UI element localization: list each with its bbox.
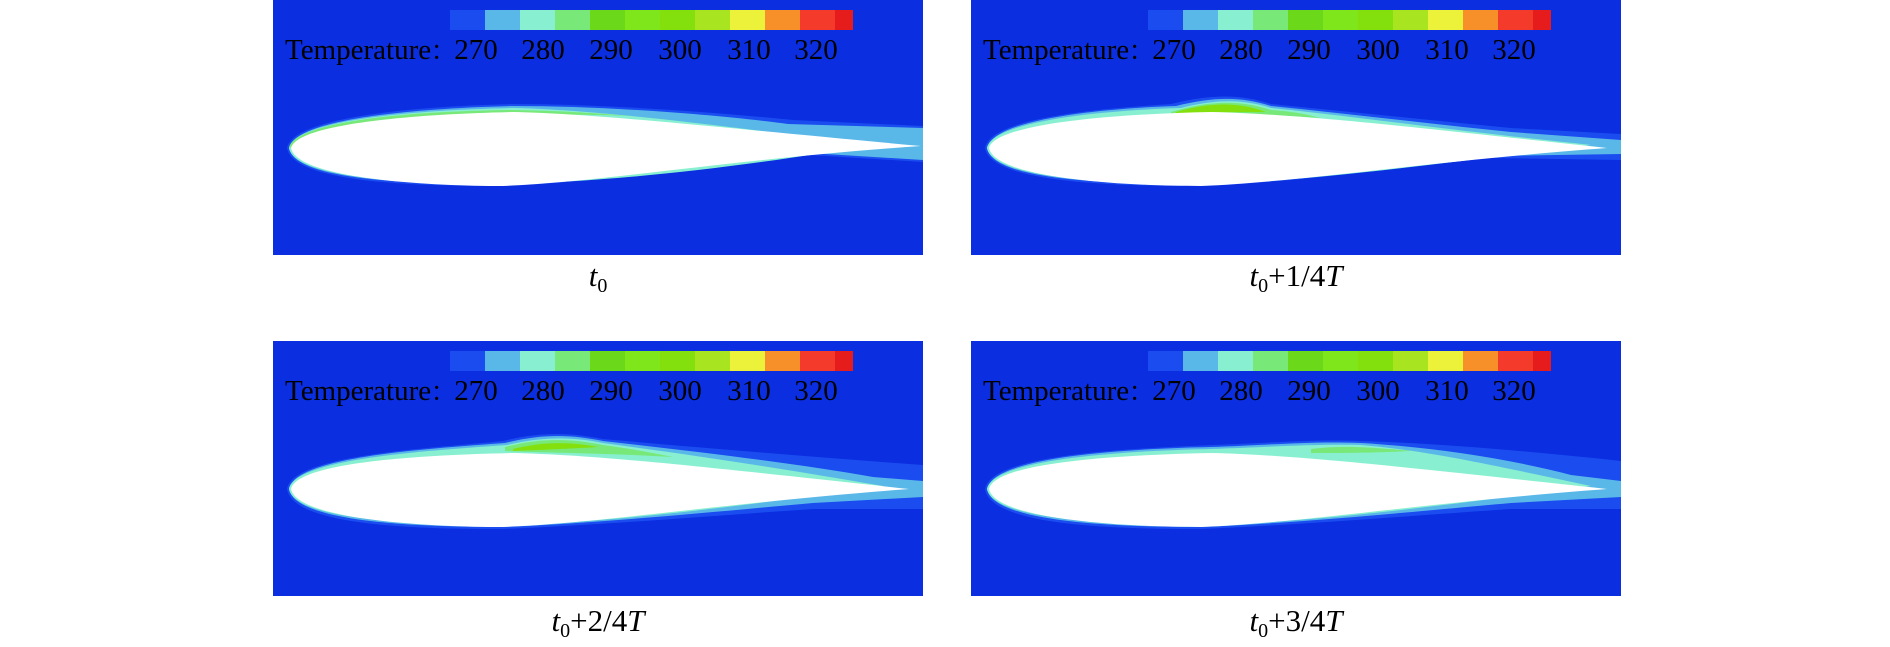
colorbar [450,10,853,30]
colorbar-tick-label: 310 [1425,375,1469,407]
colorbar-segment [1463,351,1498,371]
colorbar-segment [1498,351,1533,371]
colorbar-tick-label: 270 [454,34,498,66]
colorbar-segment [765,10,800,30]
colorbar-tick-label: 310 [727,34,771,66]
colorbar-segment [730,10,765,30]
colorbar-title: Temperature： [285,375,454,407]
colorbar-tick-label: 290 [589,34,633,66]
colorbar-segment [1218,351,1253,371]
contour-panel-t0-quarter: Temperature： 270 280 290 300 310 320 [971,0,1621,255]
colorbar-segment [590,10,625,30]
colorbar-segment [1393,351,1428,371]
colorbar-segment [450,351,485,371]
colorbar-segment [1498,10,1533,30]
colorbar-segment [800,10,835,30]
colorbar-segment [1183,10,1218,30]
colorbar-tick-label: 300 [1356,34,1400,66]
colorbar-segment [555,351,590,371]
colorbar-segment [1253,351,1288,371]
colorbar [450,351,853,371]
colorbar-segment [1463,10,1498,30]
colorbar-segment [730,351,765,371]
colorbar-segment [1428,351,1463,371]
colorbar-segment [590,351,625,371]
colorbar-tick-label: 320 [1492,34,1536,66]
colorbar-tick-label: 270 [1152,375,1196,407]
colorbar-tick-label: 310 [1425,34,1469,66]
colorbar-tick-label: 320 [794,34,838,66]
colorbar-tick-label: 290 [589,375,633,407]
colorbar-segment [1148,10,1183,30]
colorbar-segment [1393,10,1428,30]
colorbar-segment [1288,351,1323,371]
contour-panel-t0: Temperature： 270 280 290 300 310 320 [273,0,923,255]
colorbar-segment [1533,10,1551,30]
colorbar-segment [520,351,555,371]
colorbar-segment [555,10,590,30]
colorbar-tick-label: 300 [658,34,702,66]
colorbar-segment [695,10,730,30]
colorbar-tick-label: 280 [521,375,565,407]
colorbar-segment [1148,351,1183,371]
colorbar-segment [1288,10,1323,30]
colorbar-tick-label: 290 [1287,34,1331,66]
colorbar-segment [660,351,695,371]
colorbar-title: Temperature： [983,34,1152,66]
colorbar-segment [485,10,520,30]
colorbar-segment [625,10,660,30]
colorbar-segment [450,10,485,30]
colorbar-tick-label: 280 [1219,375,1263,407]
colorbar-segment [1323,351,1358,371]
airfoil-contour [287,104,923,186]
airfoil-contour [985,96,1621,186]
airfoil-contour [985,440,1621,529]
colorbar-segment [625,351,660,371]
colorbar-tick-label: 320 [794,375,838,407]
colorbar-title: Temperature： [983,375,1152,407]
colorbar-segment [835,10,853,30]
colorbar-segment [1533,351,1551,371]
colorbar-tick-label: 280 [521,34,565,66]
colorbar-segment [800,351,835,371]
colorbar-tick-label: 270 [1152,34,1196,66]
contour-panel-t0-three-quarter: Temperature： 270 280 290 300 310 320 [971,341,1621,596]
colorbar-tick-label: 300 [1356,375,1400,407]
colorbar-segment [1323,10,1358,30]
colorbar-segment [835,351,853,371]
colorbar-segment [1358,351,1393,371]
colorbar-segment [1183,351,1218,371]
colorbar-title: Temperature： [285,34,454,66]
colorbar-segment [765,351,800,371]
colorbar-tick-label: 290 [1287,375,1331,407]
colorbar-tick-label: 320 [1492,375,1536,407]
colorbar-tick-label: 280 [1219,34,1263,66]
colorbar-segment [1358,10,1393,30]
colorbar-tick-label: 310 [727,375,771,407]
colorbar-segment [1253,10,1288,30]
contour-panel-t0-half: Temperature： 270 280 290 300 310 320 [273,341,923,596]
caption-panel-0: t0 [588,258,608,297]
colorbar [1148,10,1551,30]
colorbar-segment [520,10,555,30]
caption-panel-3: t0+3/4T [1249,603,1343,642]
colorbar-segment [485,351,520,371]
colorbar [1148,351,1551,371]
colorbar-segment [660,10,695,30]
caption-panel-2: t0+2/4T [551,603,645,642]
airfoil-contour [287,434,923,529]
colorbar-tick-label: 270 [454,375,498,407]
colorbar-tick-label: 300 [658,375,702,407]
colorbar-segment [1218,10,1253,30]
caption-panel-1: t0+1/4T [1249,258,1343,297]
colorbar-segment [695,351,730,371]
colorbar-segment [1428,10,1463,30]
